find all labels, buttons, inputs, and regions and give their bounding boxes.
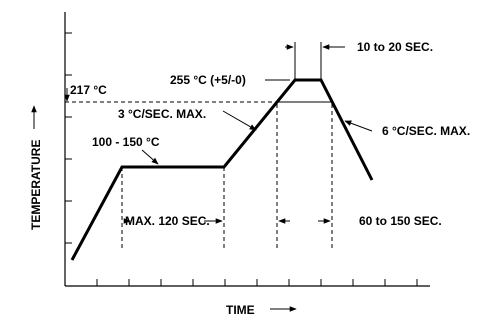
annotations: 255 °C (+5/-0) 217 °C 100 - 150 °C 3 °C/… <box>70 40 470 228</box>
x-axis-ticks <box>96 279 418 286</box>
x-axis-label: TIME <box>226 303 255 317</box>
time-at-peak-label: 10 to 20 SEC. <box>357 40 433 54</box>
time-above-liquidus-label: 60 to 150 SEC. <box>359 214 442 228</box>
ramp-up-leader <box>222 110 257 131</box>
ramp-up-rate-label: 3 °C/SEC. MAX. <box>118 107 206 121</box>
peak-temp-label: 255 °C (+5/-0) <box>170 73 246 87</box>
preheat-time-label: MAX. 120 SEC. <box>125 214 210 228</box>
ramp-down-leader <box>344 120 373 132</box>
y-axis-label: TEMPERATURE <box>29 140 43 230</box>
preheat-temp-leader <box>141 149 159 165</box>
ramp-down-rate-label: 6 °C/SEC. MAX. <box>382 124 470 138</box>
leader-arrows <box>141 79 373 165</box>
y-axis-label-group: TEMPERATURE <box>29 105 43 230</box>
peak-guides <box>275 42 332 103</box>
interval-arrows <box>64 44 345 224</box>
reference-lines <box>65 101 333 250</box>
temperature-profile-curve <box>70 78 374 261</box>
y-axis-ticks <box>65 32 72 244</box>
axes <box>64 12 430 287</box>
preheat-temp-label: 100 - 150 °C <box>92 135 160 149</box>
liquidus-temp-label: 217 °C <box>70 83 107 97</box>
x-axis-label-group: TIME <box>226 303 297 317</box>
